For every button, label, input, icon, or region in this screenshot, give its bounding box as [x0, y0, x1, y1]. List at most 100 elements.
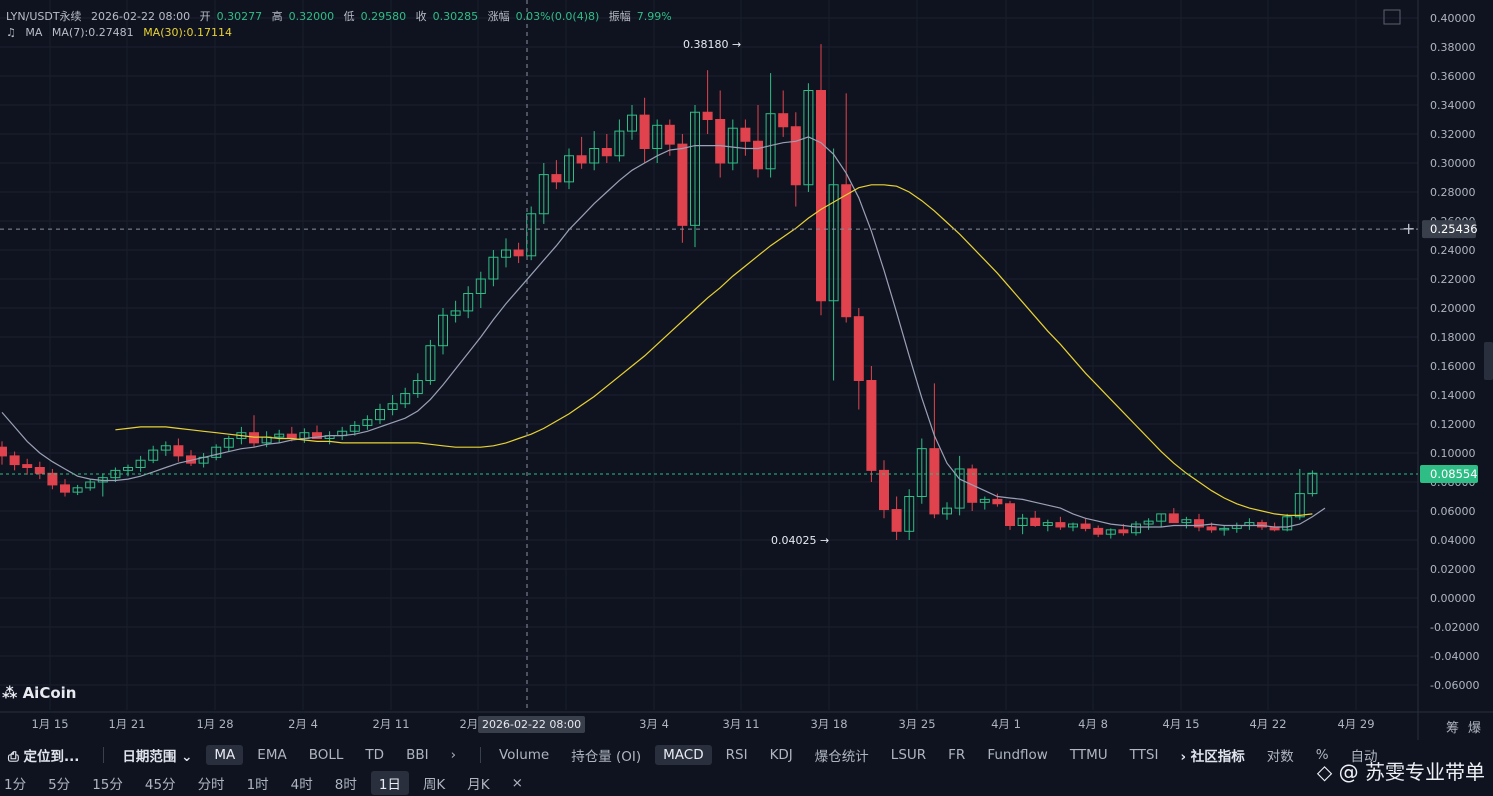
interval-8h[interactable]: 8时 [334, 777, 357, 793]
ind-fundflow[interactable]: Fundflow [987, 747, 1048, 763]
close-label: 收 [415, 10, 427, 23]
ind-fr[interactable]: FR [948, 747, 966, 763]
candle-body [753, 140, 763, 170]
candle-body [866, 380, 877, 471]
candle-body [375, 409, 385, 421]
candle-body [1030, 517, 1041, 526]
expand-icon[interactable] [1383, 9, 1401, 25]
ma7-value: MA(7):0.27481 [51, 26, 134, 39]
x-tick-label: 2月 4 [288, 717, 318, 731]
interval-week[interactable]: 周K [422, 777, 446, 793]
y-tick-label: 0.38000 [1430, 41, 1476, 54]
interval-month[interactable]: 月K [467, 777, 490, 793]
candle-body [148, 449, 159, 461]
ind-liquidation[interactable]: 爆仓统计 [814, 749, 869, 765]
interval-15m[interactable]: 15分 [92, 777, 123, 793]
ma-label[interactable]: MA [25, 26, 43, 39]
candle-body [387, 403, 398, 411]
last-price-box [1420, 464, 1478, 483]
candle-body [1143, 520, 1154, 525]
y-tick-label: 0.40000 [1430, 12, 1476, 25]
interval-1h[interactable]: 1时 [246, 777, 269, 793]
candle-body [1257, 522, 1267, 528]
overlay-ma[interactable]: MA [206, 745, 244, 765]
interval-4h[interactable]: 4时 [290, 777, 313, 793]
candle-body [564, 155, 574, 183]
y-tick-label: 0.18000 [1430, 331, 1476, 344]
candle-body [501, 249, 511, 258]
candle-body [1005, 503, 1015, 526]
overlay-td[interactable]: TD [365, 747, 385, 763]
candle-body [1194, 519, 1204, 528]
y-tick-label: 0.14000 [1430, 389, 1476, 402]
y-tick-label: 0.24000 [1430, 244, 1476, 257]
x-tick-label: 1月 21 [108, 717, 145, 731]
datetime-label: 2026-02-22 08:00 [91, 10, 191, 23]
interval-45m[interactable]: 45分 [144, 777, 176, 793]
locate-button[interactable]: ⎙ 定位到... [8, 749, 80, 765]
chevron-down-icon: ⌄ [181, 749, 193, 765]
candle-body [841, 184, 852, 318]
close-icon[interactable]: × [511, 775, 523, 791]
candle-body [475, 278, 486, 294]
locate-label: 定位到... [23, 749, 80, 765]
ind-kdj[interactable]: KDJ [769, 747, 793, 763]
ind-rsi[interactable]: RSI [725, 747, 748, 763]
side-label: 筹 [1446, 720, 1459, 736]
low-annotation: 0.04025 → [771, 534, 829, 547]
y-tick-label: 0.02000 [1430, 563, 1476, 576]
x-tick-label: 1月 28 [196, 717, 233, 731]
y-tick-label: 0.16000 [1430, 360, 1476, 373]
candlestick-chart[interactable]: 0.40000 0.38000 0.36000 0.34000 0.32000 0.300… [0, 0, 1493, 740]
watermark-text: 苏雯专业带单 [1365, 760, 1485, 784]
percent-toggle[interactable]: % [1315, 747, 1329, 763]
open-label: 开 [199, 10, 211, 23]
ind-macd[interactable]: MACD [655, 745, 712, 765]
candle-body [702, 111, 713, 120]
candle-body [576, 155, 587, 164]
plus-icon[interactable]: + [1402, 219, 1415, 238]
interval-5m[interactable]: 5分 [48, 777, 71, 793]
symbol-label[interactable]: LYN/USDT永续 [6, 10, 82, 23]
ind-ttsi[interactable]: TTSI [1129, 747, 1159, 763]
overlay-bbi[interactable]: BBI [406, 747, 429, 763]
candle-body [1206, 526, 1217, 531]
candle-body [60, 484, 70, 493]
community-indicator-button[interactable]: › 社区指标 [1180, 749, 1245, 765]
candle-body [173, 445, 184, 457]
interval-1m[interactable]: 1分 [4, 777, 27, 793]
bell-icon[interactable]: ♫ [6, 26, 16, 39]
candle-body [639, 114, 650, 149]
candle-body [123, 467, 133, 471]
y-tick-label: -0.06000 [1430, 679, 1479, 692]
candle-body [72, 487, 83, 493]
log-toggle[interactable]: 对数 [1266, 749, 1294, 765]
interval-1d[interactable]: 1日 [370, 771, 409, 795]
ma30-line [115, 184, 1313, 517]
divider [103, 747, 105, 763]
overlay-boll[interactable]: BOLL [308, 747, 344, 763]
date-range-button[interactable]: 日期范围 ⌄ [114, 743, 200, 767]
ind-oi[interactable]: 持仓量 (OI) [571, 749, 642, 765]
candle-body [778, 113, 789, 128]
candle-body [740, 127, 751, 142]
overlay-ema[interactable]: EMA [257, 747, 287, 763]
y-tick-label: 0.22000 [1430, 273, 1476, 286]
candle-body [627, 114, 637, 132]
candle-body [211, 446, 222, 458]
chevron-right-icon[interactable]: › [450, 747, 456, 763]
ind-lsur[interactable]: LSUR [890, 747, 927, 763]
candle-body [652, 124, 663, 150]
auto-toggle[interactable]: 自动 [1350, 749, 1378, 765]
candle-body [1068, 523, 1078, 528]
ind-volume[interactable]: Volume [499, 747, 550, 763]
candle-body [916, 448, 927, 497]
high-label: 高 [271, 10, 283, 23]
candle-body [1055, 522, 1066, 528]
candle-body [551, 174, 562, 183]
ind-ttmu[interactable]: TTMU [1069, 747, 1108, 763]
interval-timeshare[interactable]: 分时 [197, 777, 225, 793]
candle-body [589, 148, 600, 164]
candle-body [286, 433, 297, 439]
